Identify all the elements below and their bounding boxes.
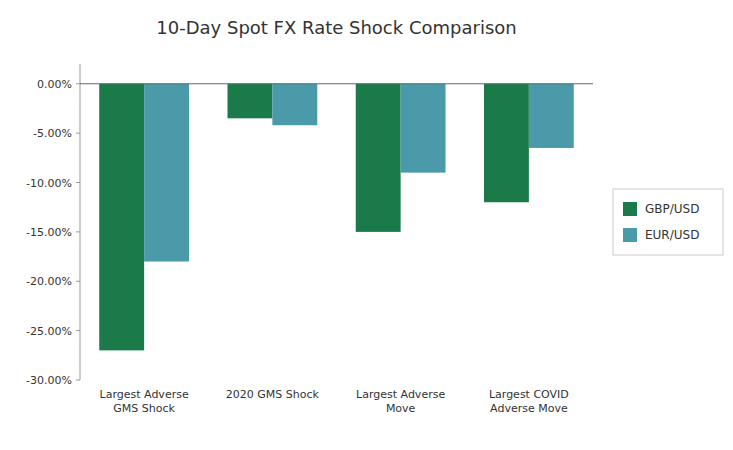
y-tick	[76, 83, 80, 84]
x-tick-label-line: 2020 GMS Shock	[226, 388, 320, 401]
x-tick-label-line: Move	[386, 402, 416, 415]
x-tick-label-line: Adverse Move	[490, 402, 568, 415]
x-axis-line	[80, 83, 593, 84]
title: 10-Day Spot FX Rate Shock Comparison	[156, 17, 516, 38]
bar	[401, 84, 446, 173]
bar	[529, 84, 574, 148]
x-tick-label-line: GMS Shock	[113, 402, 175, 415]
bar	[272, 84, 317, 125]
bar	[356, 84, 401, 232]
legend-swatch	[623, 228, 637, 242]
y-tick-label: -30.00%	[26, 374, 72, 387]
legend-swatch	[623, 202, 637, 216]
y-tick-label: -20.00%	[26, 275, 72, 288]
bar	[227, 84, 272, 119]
y-tick	[76, 133, 80, 134]
x-tick-label: 2020 GMS Shock	[226, 388, 320, 401]
chart: 10-Day Spot FX Rate Shock Comparison 0.00…	[0, 0, 733, 450]
x-tick-label: Largest AdverseMove	[356, 388, 445, 415]
legend-label: GBP/USD	[645, 202, 699, 216]
y-tick-label: -5.00%	[33, 127, 72, 140]
bars	[99, 84, 574, 351]
x-tick-label: Largest COVIDAdverse Move	[489, 388, 569, 415]
x-tick-label: Largest AdverseGMS Shock	[100, 388, 189, 415]
y-tick-label: -10.00%	[26, 177, 72, 190]
x-tick-label-line: Largest Adverse	[100, 388, 189, 401]
y-tick-label: -25.00%	[26, 325, 72, 338]
y-tick	[76, 281, 80, 282]
y-tick-label: 0.00%	[37, 78, 72, 91]
bar	[144, 84, 189, 262]
legend-box	[613, 189, 723, 255]
y-tick	[76, 330, 80, 331]
x-tick-label-line: Largest Adverse	[356, 388, 445, 401]
y-tick-label: -15.00%	[26, 226, 72, 239]
legend: GBP/USD EUR/USD	[613, 189, 723, 255]
y-tick	[76, 380, 80, 381]
x-tick-label-line: Largest COVID	[489, 388, 569, 401]
y-tick	[76, 231, 80, 232]
bar	[99, 84, 144, 351]
bar	[484, 84, 529, 203]
y-tick	[76, 182, 80, 183]
legend-label: EUR/USD	[645, 228, 699, 242]
y-axis-line	[80, 64, 81, 380]
